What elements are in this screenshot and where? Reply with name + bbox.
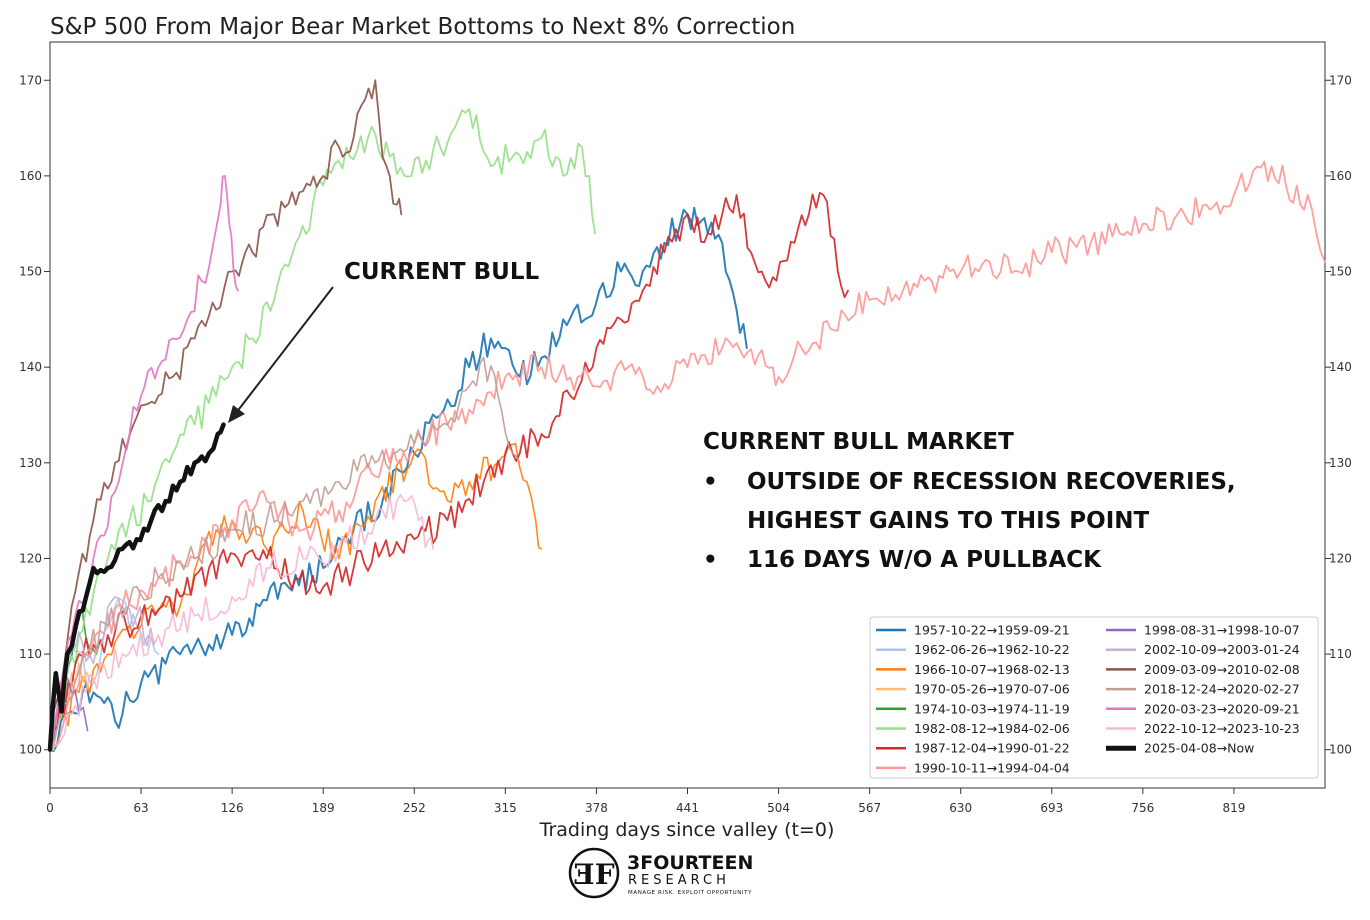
legend-entry: 1987-12-04→1990-01-22 (914, 741, 1070, 756)
series-line (49, 160, 1326, 751)
legend-entry: 1966-10-07→1968-02-13 (914, 662, 1070, 677)
x-tick-label: 189 (312, 801, 335, 815)
legend-entry: 2025-04-08→Now (1144, 741, 1254, 756)
y-tick-label-right: 140 (1329, 360, 1352, 374)
x-tick-label: 567 (858, 801, 881, 815)
legend-entry: 1990-10-11→1994-04-04 (914, 760, 1070, 775)
x-tick-label: 630 (949, 801, 972, 815)
current-bull-arrowhead (228, 405, 245, 423)
legend-entry: 1962-06-26→1962-10-22 (914, 642, 1070, 657)
y-tick-label-left: 110 (19, 647, 42, 661)
legend: 1957-10-22→1959-09-21 1962-06-26→1962-10-… (869, 616, 1319, 779)
logo-subname: RESEARCH (628, 873, 730, 888)
y-tick-label-left: 100 (19, 743, 42, 757)
x-axis-label: Trading days since valley (t=0) (539, 819, 835, 841)
series-line (49, 442, 543, 751)
bullet-2: 116 DAYS W/O A PULLBACK (747, 547, 1102, 573)
y-tick-label-right: 100 (1329, 743, 1352, 757)
y-tick-label-left: 160 (19, 169, 42, 183)
x-tick-label: 252 (403, 801, 426, 815)
legend-box (869, 616, 1319, 779)
x-tick-label: 504 (767, 801, 790, 815)
logo-mark-circle (568, 847, 620, 899)
logo: ƎF 3FOURTEEN RESEARCH MANAGE RISK. EXPLO… (568, 847, 753, 899)
legend-entry: 2018-12-24→2020-02-27 (1144, 682, 1300, 697)
y-tick-label-left: 150 (19, 265, 42, 279)
x-tick-label: 756 (1131, 801, 1154, 815)
current-bull-label: CURRENT BULL (344, 259, 539, 285)
legend-entry: 2009-03-09→2010-02-08 (1144, 662, 1300, 677)
logo-mark-glyph: ƎF (573, 858, 614, 891)
legend-entry: 1957-10-22→1959-09-21 (914, 623, 1070, 638)
axis-layer: 0 63 126 189 252 315 378 441 504 567 630 693 756 819 1… (19, 73, 1352, 815)
y-tick-label-right: 130 (1329, 456, 1352, 470)
bullet-1-symbol: • (703, 469, 718, 495)
box-heading: CURRENT BULL MARKET (703, 429, 1014, 455)
y-tick-label-left: 170 (19, 73, 42, 87)
x-tick-label: 378 (585, 801, 608, 815)
bullet-2-symbol: • (703, 547, 718, 573)
x-tick-label: 819 (1222, 801, 1245, 815)
legend-entry: 1974-10-03→1974-11-19 (914, 701, 1070, 716)
current-bull-arrow-line (235, 286, 334, 414)
series-line (49, 108, 596, 751)
x-tick-label: 63 (133, 801, 148, 815)
bullet-1-line-2: HIGHEST GAINS TO THIS POINT (747, 508, 1149, 534)
logo-tagline: MANAGE RISK. EXPLOIT OPPORTUNITY (628, 890, 752, 896)
y-tick-label-right: 170 (1329, 73, 1352, 87)
x-tick-label: 0 (46, 801, 54, 815)
y-tick-label-left: 140 (19, 360, 42, 374)
y-tick-label-right: 150 (1329, 265, 1352, 279)
legend-entry: 2020-03-23→2020-09-21 (1144, 701, 1300, 716)
y-tick-label-right: 160 (1329, 169, 1352, 183)
x-tick-label: 693 (1040, 801, 1063, 815)
series-line (49, 192, 849, 751)
series-layer (47, 79, 1326, 753)
series-line (47, 422, 226, 752)
x-tick-label: 126 (221, 801, 244, 815)
y-tick-label-left: 130 (19, 456, 42, 470)
series-line (49, 494, 434, 751)
bullet-1-line-1: OUTSIDE OF RECESSION RECOVERIES, (747, 469, 1236, 495)
legend-entry: 2002-10-09→2003-01-24 (1144, 642, 1300, 657)
y-tick-label-left: 120 (19, 551, 42, 565)
x-tick-label: 441 (676, 801, 699, 815)
logo-name: 3FOURTEEN (627, 852, 753, 874)
legend-entry: 1970-05-26→1970-07-06 (914, 682, 1070, 697)
legend-entry: 1982-08-12→1984-02-06 (914, 721, 1070, 736)
chart-title: S&P 500 From Major Bear Market Bottoms t… (50, 14, 795, 40)
x-tick-label: 315 (494, 801, 517, 815)
legend-entry: 2022-10-12→2023-10-23 (1144, 721, 1300, 736)
series-line (49, 206, 748, 753)
y-tick-label-right: 120 (1329, 551, 1352, 565)
legend-entry: 1998-08-31→1998-10-07 (1144, 623, 1300, 638)
series-line (49, 356, 521, 751)
series-line (49, 79, 403, 751)
y-tick-label-right: 110 (1329, 647, 1352, 661)
